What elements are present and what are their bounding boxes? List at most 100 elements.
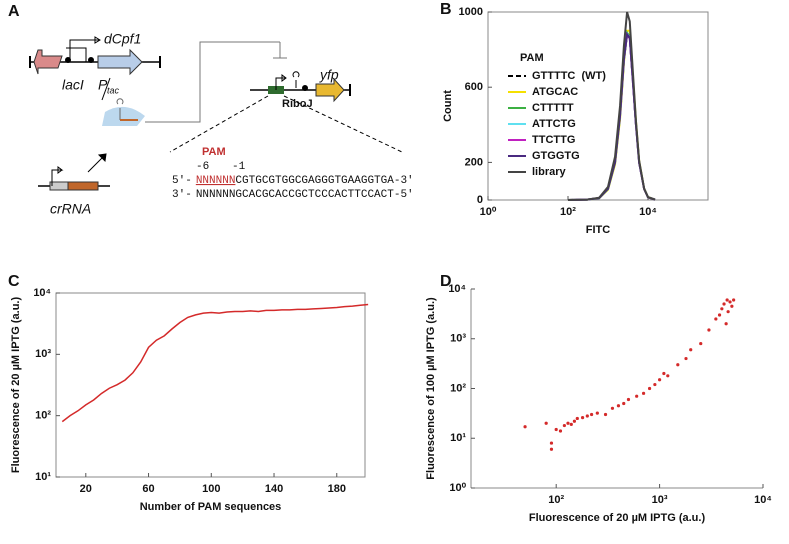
gene-label: P: [98, 77, 108, 93]
data-line: [61, 303, 369, 423]
data-line: [567, 11, 656, 201]
scatter-point: [662, 371, 666, 376]
x-tick-label: 10³: [652, 494, 668, 506]
y-tick-label: 10⁴: [33, 287, 51, 299]
gene-label: tac: [107, 85, 120, 95]
legend-title: PAM: [520, 52, 544, 64]
panel-label: B: [440, 1, 452, 18]
legend-label: ATTCTG: [532, 118, 576, 130]
protein: [102, 106, 145, 126]
scatter-point: [580, 416, 585, 420]
legend-label: library: [532, 166, 567, 178]
scatter-point: [610, 406, 615, 410]
zoom: [169, 95, 403, 153]
y-tick-label: 10²: [450, 382, 466, 394]
crrna-loop: [116, 98, 124, 120]
sequence: 3'- NNNNNNGCACGCACCGCTCCCACTTCCACT-5': [172, 189, 414, 201]
rbs: [302, 85, 308, 91]
scatter-point: [722, 302, 726, 306]
scatter-point: [558, 429, 563, 433]
legend-label: ATGCAC: [532, 86, 578, 98]
gene-label: dCpf1: [104, 31, 141, 47]
y-tick-label: 10³: [450, 333, 466, 345]
plot-frame: [487, 11, 709, 201]
scatter-point: [549, 441, 554, 445]
scatter-point: [728, 300, 732, 304]
scatter-point: [653, 382, 657, 387]
scatter-point: [626, 397, 631, 402]
arrow: [87, 153, 107, 173]
position: -6: [196, 161, 209, 173]
crrna-gene: [49, 181, 69, 191]
y-axis-label: Fluorescence of 20 µM IPTG (a.u.): [10, 297, 22, 474]
x-axis-label: Number of PAM sequences: [140, 501, 282, 513]
promoter: [275, 71, 300, 90]
y-tick-label: 0: [477, 194, 483, 206]
scatter-point: [730, 304, 734, 308]
x-tick-label: 10⁴: [639, 206, 657, 218]
scatter-point: [603, 412, 608, 417]
arrow: [101, 77, 111, 101]
y-tick-label: 10⁰: [449, 482, 466, 494]
panel-label: C: [8, 273, 20, 290]
y-tick-label: 10³: [35, 348, 51, 360]
plot-frame: [55, 292, 366, 478]
scatter-point: [635, 394, 639, 398]
scatter-point: [717, 313, 722, 317]
operator: [65, 57, 71, 63]
x-tick-label: 60: [142, 483, 154, 495]
scatter-point: [544, 421, 548, 425]
pam-seq: NNNNNN: [196, 175, 236, 187]
panel-a: A lacI P tac dCpf1 crRNA yfp RiboJ PAM -…: [8, 3, 414, 216]
scatter-point: [666, 374, 670, 378]
scatter-point: [657, 378, 662, 382]
panel-label: A: [8, 3, 20, 20]
scatter-point: [676, 363, 680, 367]
scatter-point: [726, 310, 730, 314]
scatter-point: [699, 341, 703, 346]
x-tick-label: 100: [202, 483, 220, 495]
scatter-point: [724, 322, 728, 326]
scatter-point: [616, 404, 621, 408]
promoter: [51, 166, 64, 186]
scatter-point: [569, 422, 573, 426]
gene-label: crRNA: [50, 201, 91, 217]
y-tick-label: 200: [465, 156, 483, 168]
y-tick-label: 10¹: [450, 432, 466, 444]
scatter-point: [641, 391, 646, 395]
legend-label: GTGGTG: [532, 150, 580, 162]
y-tick-label: 10¹: [35, 471, 51, 483]
y-tick-label: 10⁴: [448, 283, 466, 295]
end: 3'-: [172, 189, 192, 201]
legend-label: GTTTTC (WT): [532, 70, 606, 82]
y-tick-label: 1000: [459, 6, 483, 18]
x-tick-label: 10²: [548, 494, 564, 506]
scatter-point: [554, 427, 558, 432]
x-tick-label: 180: [328, 483, 346, 495]
x-tick-label: 10⁰: [480, 206, 497, 218]
panel-label: D: [440, 273, 452, 290]
scatter-point: [585, 414, 589, 418]
repression: [273, 42, 287, 59]
seq: NNNNNNGCACGCACCGCTCCCACTTCCACT: [196, 189, 394, 201]
legend-label: CTTTTT: [532, 102, 574, 114]
scatter-point: [549, 447, 554, 451]
x-axis-label: Fluorescence of 20 µM IPTG (a.u.): [529, 512, 706, 524]
position: -1: [232, 161, 246, 173]
seq: CGTGCGTGGCGAGGGTGAAGGTGA: [235, 175, 394, 187]
scatter-point: [689, 348, 693, 352]
scatter-point: [647, 386, 652, 391]
x-axis-label: FITC: [586, 224, 610, 236]
scatter-point: [575, 416, 579, 421]
x-tick-label: 140: [265, 483, 283, 495]
scatter-point: [523, 425, 527, 429]
dcpf1-gene: [97, 48, 143, 76]
sequence: 5'- NNNNNNCGTGCGTGGCGAGGGTGAAGGTGA-3': [172, 175, 414, 187]
promoter: [66, 36, 101, 62]
operator: [88, 57, 94, 63]
crrna-gene: [67, 181, 99, 191]
y-tick-label: 600: [465, 81, 483, 93]
pam-label: PAM: [202, 146, 226, 158]
terminator: [29, 56, 161, 68]
